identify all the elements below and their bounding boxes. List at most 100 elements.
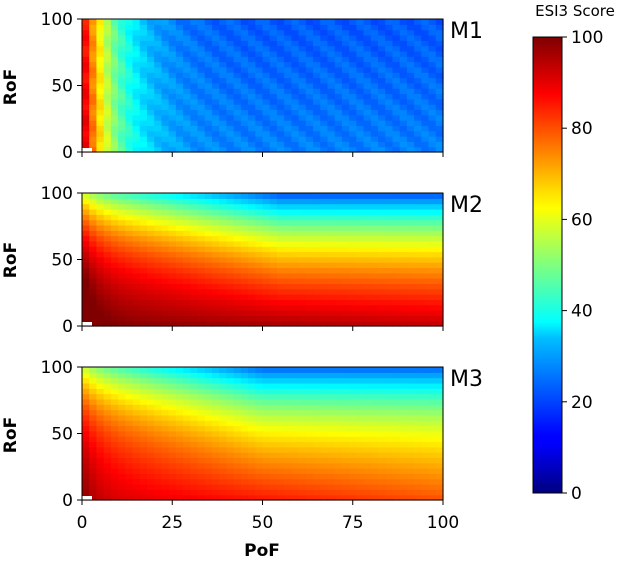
heatmap-cell — [183, 141, 191, 148]
heatmap-cell — [118, 489, 126, 496]
heatmap-cell — [406, 235, 415, 242]
heatmap-cell — [125, 409, 134, 416]
heatmap-cell — [161, 484, 170, 490]
heatmap-cell — [154, 251, 163, 258]
heatmap-cell — [269, 251, 278, 258]
heatmap-cell — [378, 98, 386, 105]
heatmap-cell — [399, 193, 408, 199]
heatmap-cell — [139, 88, 148, 95]
heatmap-cell — [334, 409, 343, 416]
heatmap-cell — [334, 398, 343, 405]
heatmap-cell — [435, 193, 444, 199]
heatmap-cell — [204, 446, 213, 453]
heatmap-cell — [414, 420, 422, 427]
heatmap-cell — [262, 88, 271, 95]
heatmap-cell — [219, 40, 227, 47]
heatmap-cell — [349, 283, 357, 290]
heatmap-cell — [146, 382, 155, 389]
heatmap-cell — [103, 441, 112, 448]
heatmap-cell — [168, 88, 177, 95]
heatmap-cell — [125, 50, 134, 57]
heatmap-cell — [103, 288, 112, 295]
colorbar-tick-label: 80 — [571, 119, 593, 139]
heatmap-cell — [291, 98, 300, 105]
heatmap-cell — [248, 240, 256, 247]
heatmap-cell — [269, 484, 278, 490]
heatmap-cell — [226, 299, 235, 306]
heatmap-cell — [161, 414, 170, 421]
heatmap-cell — [378, 494, 386, 501]
heatmap-cell — [139, 267, 148, 274]
heatmap-cell — [349, 462, 357, 469]
heatmap-cell — [305, 262, 314, 269]
heatmap-cell — [291, 272, 300, 279]
heatmap-cell — [175, 278, 184, 285]
heatmap-cell — [139, 414, 148, 421]
heatmap-cell — [219, 320, 227, 327]
heatmap-cell — [370, 208, 379, 215]
heatmap-cell — [240, 382, 249, 389]
heatmap-cell — [132, 294, 141, 300]
heatmap-cell — [435, 446, 444, 453]
heatmap-cell — [421, 61, 430, 68]
heatmap-cell — [96, 310, 105, 316]
heatmap-cell — [334, 414, 343, 421]
heatmap-cell — [298, 398, 307, 405]
heatmap-cell — [363, 272, 372, 279]
heatmap-cell — [255, 414, 264, 421]
heatmap-cell — [190, 251, 199, 258]
heatmap-cell — [363, 61, 372, 68]
heatmap-cell — [414, 409, 422, 416]
heatmap-cell — [96, 240, 105, 247]
heatmap-cell — [435, 240, 444, 247]
heatmap-cell — [204, 214, 213, 221]
heatmap-cell — [414, 272, 422, 279]
heatmap-cell — [168, 278, 177, 285]
heatmap-cell — [327, 272, 336, 279]
heatmap-cell — [305, 446, 314, 453]
heatmap-cell — [103, 77, 112, 84]
heatmap-cell — [168, 446, 177, 453]
heatmap-cell — [385, 478, 394, 485]
heatmap-cell — [103, 409, 112, 416]
heatmap-cell — [435, 45, 444, 52]
heatmap-cell — [96, 208, 105, 215]
heatmap-cell — [154, 382, 163, 389]
heatmap-cell — [89, 56, 98, 63]
heatmap-cell — [103, 34, 112, 41]
heatmap-cell — [305, 452, 314, 459]
heatmap-cell — [125, 208, 134, 215]
heatmap-cell — [305, 468, 314, 474]
heatmap-cell — [146, 446, 155, 453]
heatmap-cell — [197, 109, 206, 116]
heatmap-cell — [399, 272, 408, 279]
heatmap-cell — [255, 240, 264, 247]
heatmap-cell — [132, 494, 141, 501]
heatmap-cell — [190, 484, 199, 490]
heatmap-cell — [363, 219, 372, 226]
heatmap-cell — [211, 267, 220, 274]
heatmap-cell — [96, 288, 105, 295]
heatmap-cell — [269, 72, 278, 79]
heatmap-cell — [378, 72, 386, 79]
heatmap-cell — [378, 114, 386, 121]
heatmap-cell — [305, 304, 314, 311]
heatmap-cell — [378, 473, 386, 480]
heatmap-cell — [435, 441, 444, 448]
heatmap-cell — [334, 484, 343, 490]
heatmap-cell — [161, 120, 170, 126]
heatmap-cell — [435, 203, 444, 210]
heatmap-cell — [197, 446, 206, 453]
heatmap-cell — [89, 193, 98, 199]
heatmap-cell — [146, 310, 155, 316]
heatmap-cell — [385, 240, 394, 247]
heatmap-cell — [175, 446, 184, 453]
heatmap-cell — [428, 315, 437, 322]
heatmap-cell — [406, 251, 415, 258]
heatmap-cell — [370, 473, 379, 480]
heatmap-cell — [211, 473, 220, 480]
heatmap-cell — [183, 214, 191, 221]
y-tick-label: 100 — [41, 358, 73, 378]
heatmap-cell — [435, 109, 444, 116]
heatmap-cell — [132, 45, 141, 52]
